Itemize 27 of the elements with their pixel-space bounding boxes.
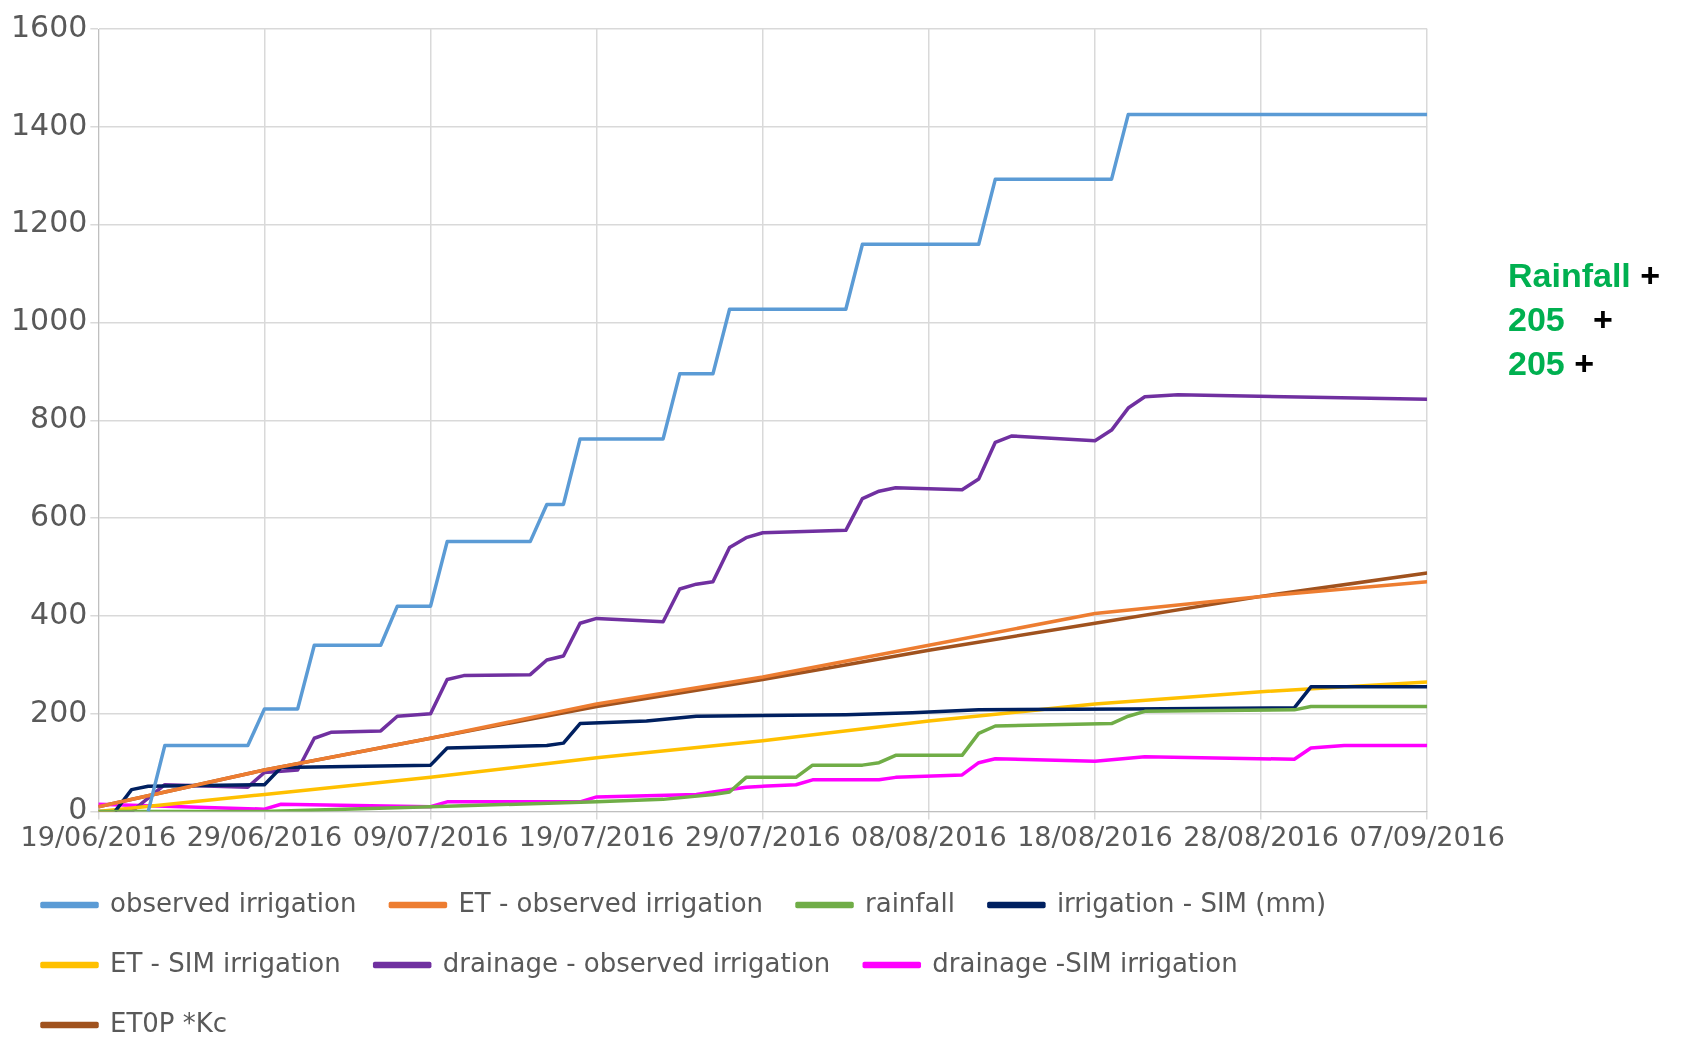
legend-label: rainfall xyxy=(865,887,955,918)
y-tick-label: 800 xyxy=(30,400,88,436)
x-tick-label: 28/08/2016 xyxy=(1183,820,1339,852)
y-tick-label: 1200 xyxy=(10,204,88,240)
x-tick-label: 18/08/2016 xyxy=(1017,820,1173,852)
legend-label: ET0P *Kc xyxy=(110,1007,228,1038)
y-tick-label: 1600 xyxy=(10,8,88,44)
x-tick-label: 09/07/2016 xyxy=(352,820,509,852)
x-tick-label: 19/07/2016 xyxy=(518,820,675,852)
legend-label: ET - observed irrigation xyxy=(458,887,764,918)
x-tick-label: 29/06/2016 xyxy=(186,820,343,852)
x-tick-label: 07/09/2016 xyxy=(1349,820,1505,852)
x-tick-label: 29/07/2016 xyxy=(684,820,841,852)
legend-label: ET - SIM irrigation xyxy=(110,947,341,978)
y-tick-label: 400 xyxy=(30,595,88,631)
legend-label: drainage - observed irrigation xyxy=(442,947,831,978)
text: Rainfall + xyxy=(1508,256,1661,294)
legend-label: observed irrigation xyxy=(110,887,357,918)
y-tick-label: 1400 xyxy=(10,106,88,142)
y-tick-label: 1000 xyxy=(10,302,88,338)
text: 205 + xyxy=(1508,300,1613,338)
x-tick-label: 08/08/2016 xyxy=(851,820,1007,852)
legend-label: drainage -SIM irrigation xyxy=(932,947,1238,978)
y-tick-label: 200 xyxy=(30,693,88,729)
y-tick-label: 600 xyxy=(30,497,88,533)
legend-label: irrigation - SIM (mm) xyxy=(1056,887,1327,918)
text: 205 + xyxy=(1508,344,1595,382)
